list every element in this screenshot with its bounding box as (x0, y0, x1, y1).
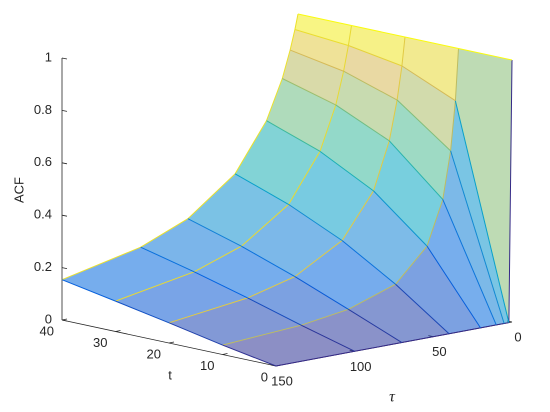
mesh-column (288, 203, 343, 241)
mesh-face (235, 120, 321, 205)
z-tick-label: 0.4 (34, 207, 52, 222)
mesh-column (426, 245, 481, 329)
mesh-column (401, 65, 456, 102)
mesh-face (115, 271, 248, 323)
mesh-face (282, 50, 344, 105)
mesh-face (62, 247, 195, 302)
mesh-face (335, 71, 398, 141)
mesh-row (275, 59, 513, 367)
mesh-column (341, 240, 396, 285)
z-tick-label: 1 (45, 49, 52, 64)
z-axis-label: ACF (11, 177, 26, 203)
y-tick (115, 330, 121, 332)
mesh-face (342, 190, 428, 285)
mesh-column (450, 150, 505, 324)
x-tick-label: 150 (271, 373, 293, 388)
mesh-column (348, 45, 403, 67)
y-tick-label: 20 (147, 346, 161, 361)
mesh-column (266, 120, 321, 152)
y-tick (222, 353, 228, 355)
mesh-column (388, 140, 444, 200)
mesh-face (450, 100, 509, 324)
x-tick-label: 100 (350, 359, 372, 374)
mesh-column (187, 218, 242, 247)
mesh-face (373, 140, 443, 247)
mesh-face (348, 284, 450, 343)
x-tick-label: 0 (514, 329, 521, 344)
mesh-column (395, 283, 450, 335)
z-tick-label: 0 (45, 311, 52, 326)
z-tick (61, 162, 68, 165)
y-tick (61, 318, 68, 321)
mesh-column (282, 78, 336, 106)
mesh-face (427, 199, 497, 328)
mesh-column (319, 150, 374, 192)
mesh-column (61, 279, 116, 302)
mesh-face (290, 29, 349, 72)
mesh-column (241, 245, 296, 278)
y-tick-label: 10 (200, 358, 214, 373)
mesh-column (458, 48, 513, 61)
mesh-column (343, 70, 398, 101)
mesh-face (348, 25, 405, 66)
mesh-column (140, 246, 195, 273)
z-tick (61, 110, 68, 112)
mesh-column (442, 199, 497, 326)
z-tick (61, 214, 68, 217)
mesh-face (241, 204, 343, 277)
mesh-face (194, 246, 295, 298)
mesh-face (455, 48, 512, 323)
mesh-face (320, 104, 390, 191)
mesh-face (397, 65, 456, 151)
mesh-column (193, 271, 248, 299)
y-axis-label: t (168, 367, 172, 382)
z-tick (61, 57, 68, 60)
z-tick-label: 0.6 (34, 154, 52, 169)
y-tick-label: 40 (40, 323, 54, 338)
mesh-face (187, 173, 289, 247)
x-axis-label: τ (389, 389, 396, 406)
mesh-column (222, 344, 277, 367)
mesh-column (300, 324, 355, 352)
mesh-face (294, 14, 352, 46)
mesh-face (401, 37, 459, 101)
mesh-column (168, 322, 223, 346)
mesh-column (289, 49, 344, 72)
mesh-column (396, 99, 451, 152)
mesh-column (335, 104, 390, 142)
mesh-column (373, 190, 428, 247)
mesh-column (348, 308, 403, 343)
mesh-face (442, 150, 505, 325)
mesh-face (343, 45, 402, 101)
mesh-column (297, 13, 352, 26)
y-tick-label: 30 (93, 335, 107, 350)
mesh-face (389, 100, 451, 200)
mesh-column (351, 25, 406, 38)
z-tick-label: 0.8 (34, 102, 52, 117)
z-tick (61, 267, 68, 269)
mesh-column (247, 297, 302, 326)
mesh-column (454, 100, 510, 323)
mesh-column (115, 300, 170, 324)
mesh-face (301, 309, 402, 352)
y-tick (168, 341, 175, 344)
mesh-face (247, 276, 349, 326)
z-tick-label: 0.2 (34, 259, 52, 274)
mesh-column (294, 29, 349, 46)
mesh-column (294, 276, 349, 310)
mesh-face (395, 246, 481, 334)
mesh-column (234, 173, 289, 205)
mesh-column (404, 36, 459, 49)
y-tick-label: 0 (261, 369, 268, 384)
x-tick-label: 50 (432, 344, 446, 359)
mesh-row (61, 13, 299, 281)
